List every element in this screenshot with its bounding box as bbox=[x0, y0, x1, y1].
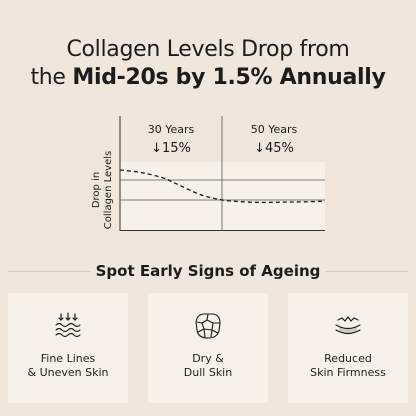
sign-card-label: Reduced Skin Firmness bbox=[288, 352, 408, 380]
collagen-chart: Drop in Collagen Levels 30 Years ↓15% 50… bbox=[91, 116, 326, 231]
sign-card-label: Dry & Dull Skin bbox=[148, 352, 268, 380]
section-rule-left bbox=[8, 271, 90, 272]
sign-card-label-line-1: Reduced bbox=[324, 352, 372, 365]
chart-ylabel-line-1: Drop in bbox=[91, 172, 102, 208]
sign-card-fine-lines: Fine Lines & Uneven Skin bbox=[8, 293, 128, 403]
headline: Collagen Levels Drop from the Mid-20s by… bbox=[0, 36, 416, 92]
collagen-trend-line bbox=[119, 169, 326, 204]
annotation-30-years-value: ↓15% bbox=[151, 141, 191, 156]
sign-card-label-line-2: Skin Firmness bbox=[310, 366, 386, 379]
sign-card-label-line-2: & Uneven Skin bbox=[27, 366, 109, 379]
sign-card-dry-skin: Dry & Dull Skin bbox=[148, 293, 268, 403]
cracked-skin-icon bbox=[195, 313, 221, 339]
annotation-50-years-label: 50 Years bbox=[251, 123, 298, 136]
annotation-30-years-label: 30 Years bbox=[148, 123, 195, 136]
chart-plot-background bbox=[120, 162, 325, 230]
sagging-skin-icon bbox=[335, 316, 361, 335]
headline-line-2-bold: Mid-20s by 1.5% Annually bbox=[72, 65, 386, 90]
sign-card-label: Fine Lines & Uneven Skin bbox=[8, 352, 128, 380]
headline-line-1: Collagen Levels Drop from bbox=[66, 37, 350, 62]
sign-card-label-line-1: Fine Lines bbox=[40, 352, 96, 365]
headline-line-2: the Mid-20s by 1.5% Annually bbox=[0, 64, 416, 92]
chart-ylabel-line-2: Collagen Levels bbox=[103, 151, 114, 229]
headline-line-2-prefix: the bbox=[30, 65, 73, 90]
sign-card-label-line-2: Dull Skin bbox=[183, 366, 233, 379]
sign-card-label-line-1: Dry & bbox=[192, 352, 224, 365]
section-rule-right bbox=[326, 271, 408, 272]
fine-lines-icon bbox=[55, 312, 81, 338]
sign-card-firmness: Reduced Skin Firmness bbox=[288, 293, 408, 403]
annotation-50-years-value: ↓45% bbox=[254, 141, 294, 156]
section-title: Spot Early Signs of Ageing bbox=[95, 262, 321, 280]
